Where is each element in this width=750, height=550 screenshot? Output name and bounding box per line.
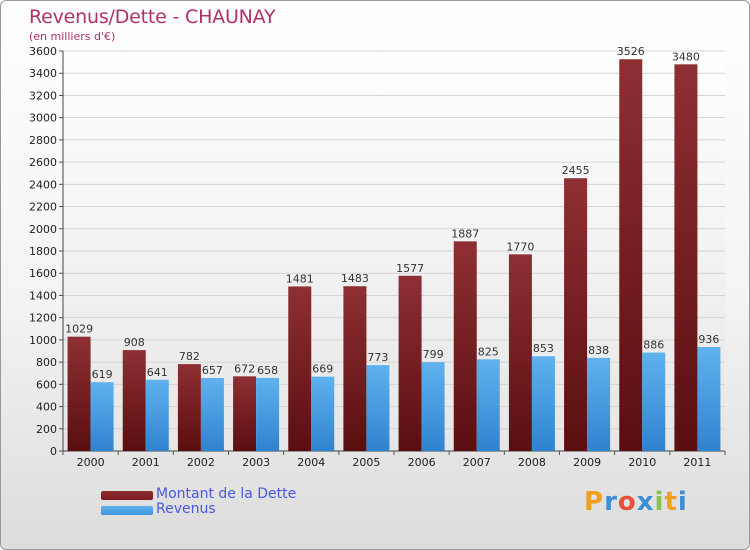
x-tick-label: 2005 [352, 456, 380, 469]
y-tick-label: 2400 [29, 178, 57, 191]
legend-label-dette: Montant de la Dette [156, 486, 297, 502]
logo-letter: x [636, 487, 655, 517]
data-label: 825 [478, 345, 499, 358]
data-label: 782 [179, 350, 200, 363]
bar-dette [122, 350, 146, 451]
data-label: 669 [312, 363, 333, 376]
data-label: 1029 [65, 323, 93, 336]
data-label: 799 [423, 348, 444, 361]
data-label: 657 [202, 364, 223, 377]
x-tick-label: 2008 [518, 456, 546, 469]
logo-letter: o [617, 487, 637, 517]
y-tick-label: 0 [50, 445, 57, 458]
data-label: 658 [257, 364, 278, 377]
y-tick-label: 400 [36, 401, 57, 414]
y-tick-label: 600 [36, 378, 57, 391]
x-tick-label: 2006 [408, 456, 436, 469]
bar-revenus [531, 356, 555, 451]
y-tick-label: 3400 [29, 67, 57, 80]
bar-dette [177, 364, 201, 451]
bar-revenus [256, 377, 280, 451]
logo-letter: t [664, 487, 678, 517]
logo-letter: P [584, 487, 605, 517]
data-label: 838 [588, 344, 609, 357]
logo-letter: r [604, 487, 618, 517]
data-label: 672 [234, 362, 255, 375]
y-tick-label: 1200 [29, 312, 57, 325]
x-tick-label: 2003 [242, 456, 270, 469]
data-label: 619 [92, 368, 113, 381]
legend-swatch-revenus [101, 506, 153, 515]
bar-dette [508, 254, 532, 451]
y-tick-label: 1000 [29, 334, 57, 347]
y-tick-label: 2000 [29, 223, 57, 236]
legend-label-revenus: Revenus [156, 501, 216, 517]
data-label: 1483 [341, 272, 369, 285]
bar-dette [453, 241, 477, 451]
data-label: 1481 [286, 272, 314, 285]
data-label: 3480 [672, 50, 700, 63]
x-tick-label: 2002 [187, 456, 215, 469]
bar-revenus [476, 359, 500, 451]
data-label: 2455 [562, 164, 590, 177]
data-label: 641 [147, 366, 168, 379]
x-tick-label: 2007 [463, 456, 491, 469]
bar-revenus [90, 382, 114, 451]
bar-revenus [145, 379, 169, 451]
y-tick-label: 1600 [29, 267, 57, 280]
data-label: 1577 [396, 262, 424, 275]
data-label: 1887 [451, 227, 479, 240]
data-label: 908 [124, 336, 145, 349]
bar-dette [674, 64, 698, 452]
bar-revenus [421, 362, 445, 451]
bar-revenus [587, 357, 611, 451]
y-tick-label: 3200 [29, 89, 57, 102]
bar-dette [67, 336, 91, 451]
data-label: 886 [643, 339, 664, 352]
data-label: 1770 [506, 240, 534, 253]
bar-dette [233, 376, 257, 451]
bar-revenus [366, 365, 390, 451]
y-tick-label: 1400 [29, 289, 57, 302]
y-tick-label: 800 [36, 356, 57, 369]
bar-dette [564, 178, 588, 451]
y-tick-label: 2600 [29, 156, 57, 169]
data-label: 853 [533, 342, 554, 355]
proxiti-logo: Proxiti [584, 487, 688, 517]
data-label: 3526 [617, 45, 645, 58]
legend-swatch-dette [101, 491, 153, 500]
bar-revenus [200, 378, 224, 451]
bar-revenus [697, 347, 721, 451]
x-tick-label: 2009 [573, 456, 601, 469]
logo-letter: i [654, 487, 665, 517]
chart-subtitle: (en milliers d'€) [29, 30, 116, 43]
data-label: 773 [367, 351, 388, 364]
y-tick-label: 1800 [29, 245, 57, 258]
y-tick-label: 2200 [29, 201, 57, 214]
bar-dette [343, 286, 367, 451]
bar-dette [288, 286, 312, 451]
x-tick-label: 2001 [132, 456, 160, 469]
x-tick-label: 2010 [628, 456, 656, 469]
chart-title: Revenus/Dette - CHAUNAY [29, 6, 276, 28]
y-tick-label: 3000 [29, 112, 57, 125]
data-label: 936 [698, 333, 719, 346]
bar-revenus [311, 376, 335, 451]
y-tick-label: 200 [36, 423, 57, 436]
y-tick-label: 3600 [29, 45, 57, 58]
y-tick-label: 2800 [29, 134, 57, 147]
bar-revenus [642, 352, 666, 451]
logo-letter: i [677, 487, 688, 517]
bar-dette [619, 59, 643, 451]
x-tick-label: 2004 [297, 456, 325, 469]
x-tick-label: 2000 [77, 456, 105, 469]
x-tick-label: 2011 [683, 456, 711, 469]
bar-dette [398, 275, 422, 451]
